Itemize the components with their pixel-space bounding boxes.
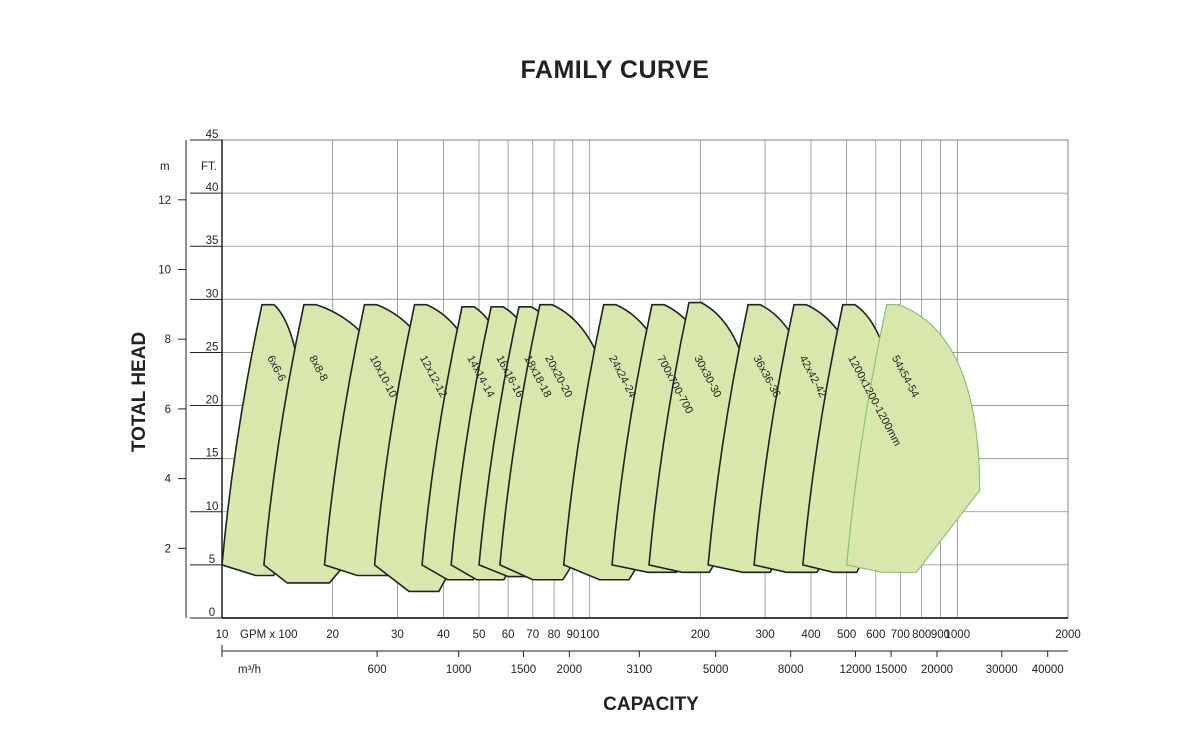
x-unit-m3h: m³/h — [238, 664, 261, 676]
y-unit-m: m — [160, 161, 170, 173]
y-tick-label: 45 — [206, 129, 219, 141]
x-m3h-tick-label: 20000 — [921, 664, 953, 676]
x-tick-label: 10 — [216, 629, 229, 641]
y-m-tick-label: 2 — [165, 543, 171, 555]
x-tick-label: 900 — [931, 629, 950, 641]
x-tick-label: 500 — [837, 629, 856, 641]
y-m-tick-label: 8 — [165, 334, 171, 346]
x-m3h-tick-label: 1000 — [446, 664, 472, 676]
x-tick-label: 80 — [548, 629, 561, 641]
y-tick-label: 35 — [206, 235, 219, 247]
x-m3h-tick-label: 3100 — [627, 664, 653, 676]
x-unit-gpm: GPM x 100 — [240, 629, 298, 641]
chart-title: FAMILY CURVE — [520, 56, 710, 84]
x-m3h-tick-label: 5000 — [703, 664, 729, 676]
x-tick-label: 600 — [866, 629, 885, 641]
x-tick-label: 700 — [891, 629, 910, 641]
x-tick-label: 100 — [580, 629, 599, 641]
y-tick-label: 0 — [209, 607, 215, 619]
x-tick-label: 90 — [566, 629, 579, 641]
x-m3h-tick-label: 15000 — [875, 664, 907, 676]
x-tick-label: 40 — [437, 629, 450, 641]
y-tick-label: 25 — [206, 341, 219, 353]
x-tick-label: 50 — [473, 629, 486, 641]
x-m3h-tick-label: 12000 — [839, 664, 871, 676]
y-m-tick-label: 12 — [158, 195, 171, 207]
y-axis-ft: 0 5 10 15 20 25 30 35 40 45 — [190, 129, 223, 619]
x-m3h-tick-label: 1500 — [511, 664, 537, 676]
y-unit-ft: FT. — [201, 161, 217, 173]
y-m-tick-label: 10 — [158, 265, 171, 277]
x-axis-m3h: 600 1000 1500 2000 3100 5000 8000 12000 15000 200… — [221, 645, 1068, 676]
x-m3h-tick-label: 2000 — [557, 664, 583, 676]
curve-54x54-54 — [845, 304, 981, 573]
y-axis-title: TOTAL HEAD — [129, 332, 150, 452]
y-tick-label: 40 — [206, 182, 219, 194]
x-m3h-tick-label: 30000 — [986, 664, 1018, 676]
x-tick-label: 30 — [391, 629, 404, 641]
x-m3h-tick-label: 600 — [368, 664, 387, 676]
x-tick-label: 60 — [502, 629, 515, 641]
x-tick-label: 800 — [912, 629, 931, 641]
curves — [221, 301, 981, 593]
y-m-tick-label: 6 — [165, 404, 171, 416]
x-tick-label: 200 — [691, 629, 710, 641]
x-m3h-tick-label: 40000 — [1032, 664, 1064, 676]
y-axis-m: 2 4 6 8 10 12 — [158, 140, 187, 618]
x-tick-label: 300 — [755, 629, 774, 641]
x-tick-label: 70 — [526, 629, 539, 641]
y-m-tick-label: 4 — [165, 474, 172, 486]
x-axis-title: CAPACITY — [603, 694, 699, 715]
x-tick-label: 1000 — [945, 629, 971, 641]
y-tick-label: 10 — [206, 501, 219, 513]
x-tick-label: 400 — [801, 629, 820, 641]
y-tick-label: 15 — [206, 448, 219, 460]
y-tick-label: 20 — [206, 395, 219, 407]
x-tick-label: 2000 — [1055, 629, 1081, 641]
y-tick-label: 30 — [206, 288, 219, 300]
x-axis-gpm: 10 20 30 40 50 60 70 80 90 100 200 300 400 500 600 700 8… — [216, 617, 1081, 641]
x-tick-label: 20 — [326, 629, 339, 641]
x-m3h-tick-label: 8000 — [778, 664, 804, 676]
y-tick-label: 5 — [209, 554, 215, 566]
